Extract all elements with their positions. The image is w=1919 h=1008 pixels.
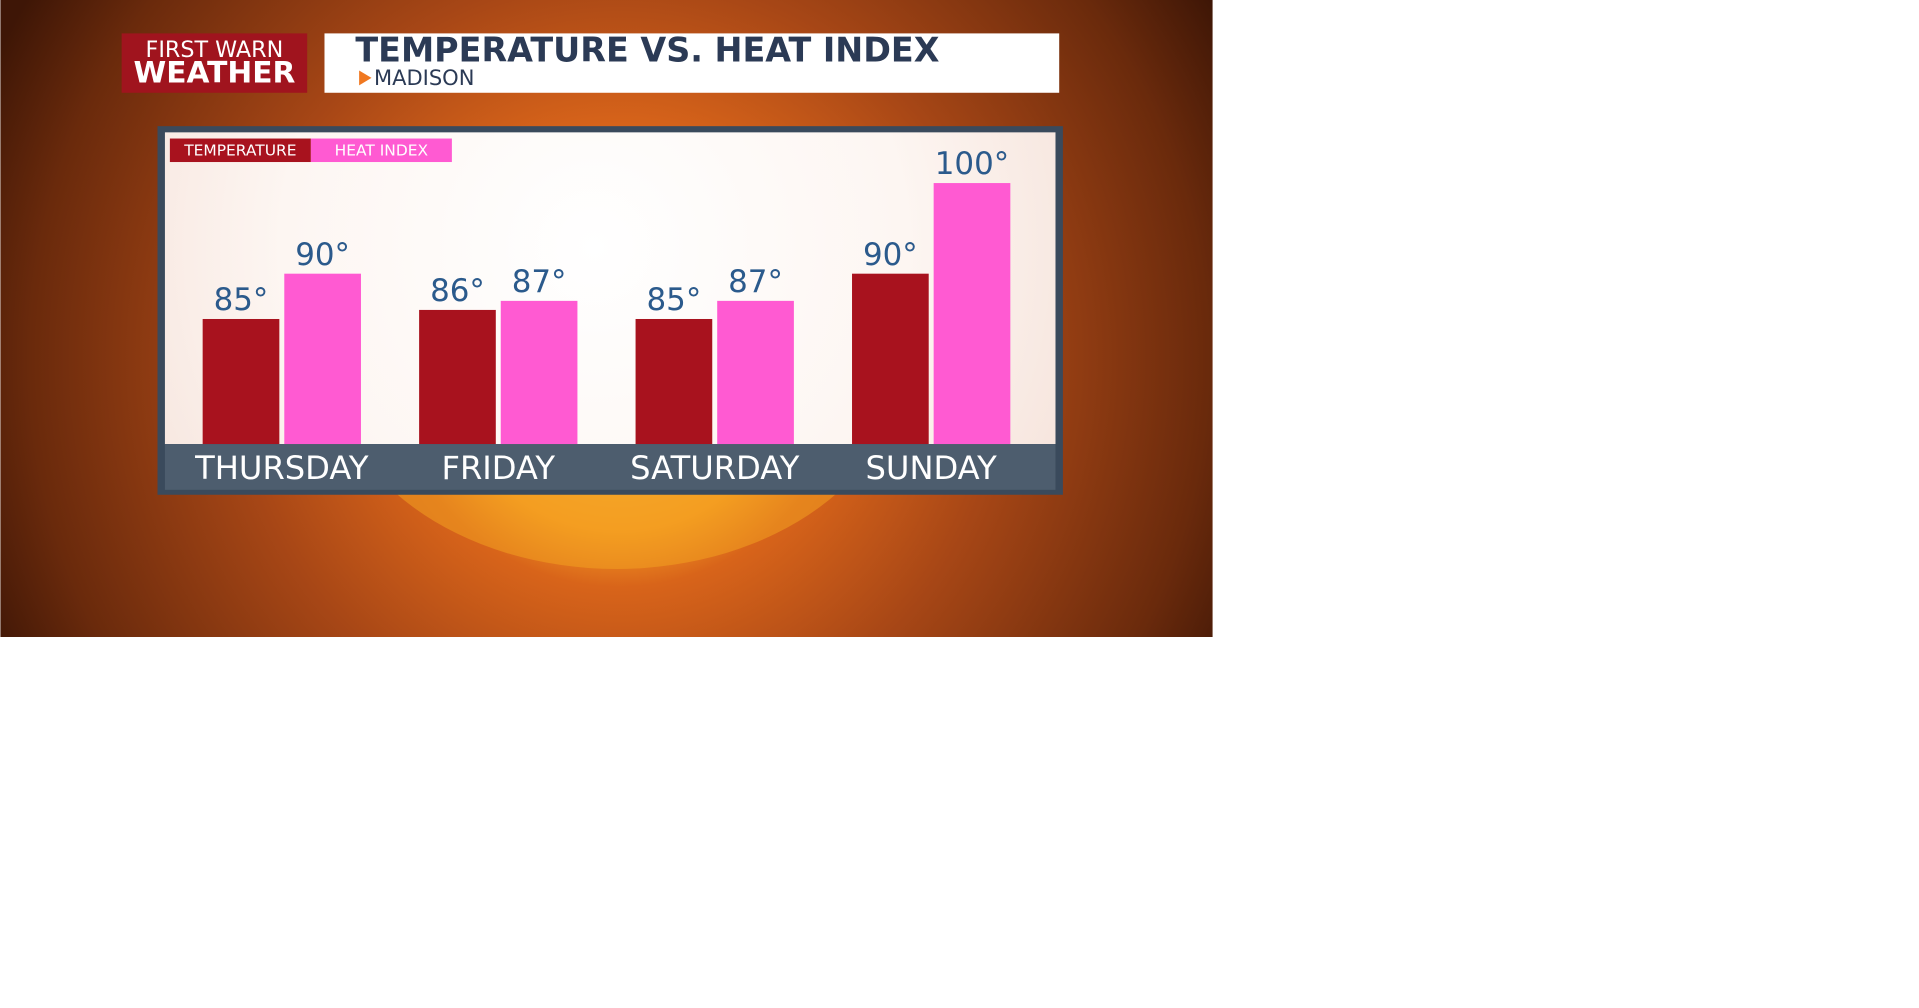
title-bar [324, 33, 1060, 93]
value-label: 85° [214, 282, 269, 318]
logo [121, 33, 308, 93]
legend-swatch [310, 138, 452, 163]
value-label: 100° [935, 146, 1009, 182]
arrow-icon [359, 70, 372, 86]
legend-label: HEAT INDEX [335, 141, 429, 159]
weather-graphic: FIRST WARN WEATHER TEMPERATURE VS. HEAT … [0, 0, 1213, 637]
bar [933, 183, 1011, 445]
value-label: 86° [430, 273, 485, 309]
chart-subtitle: MADISON [374, 65, 475, 90]
value-label: 90° [295, 237, 350, 273]
bar [635, 318, 713, 445]
x-tick-label: THURSDAY [194, 449, 369, 487]
bar [852, 273, 929, 445]
x-tick-label: SUNDAY [866, 449, 998, 487]
bar [500, 300, 578, 445]
category-bar [164, 444, 1056, 490]
x-tick-label: FRIDAY [441, 449, 555, 487]
bar [284, 273, 361, 445]
logo-line: WEATHER [133, 55, 295, 90]
value-label: 87° [512, 264, 567, 300]
bar [717, 300, 794, 445]
value-label: 87° [728, 264, 783, 300]
bar [419, 309, 496, 445]
value-label: 85° [647, 282, 702, 318]
x-tick-label: SATURDAY [630, 449, 800, 487]
legend-label: TEMPERATURE [183, 141, 296, 159]
chart-title: TEMPERATURE VS. HEAT INDEX [355, 30, 939, 69]
bar [202, 318, 280, 445]
value-label: 90° [863, 237, 918, 273]
logo-line: FIRST WARN [146, 37, 284, 63]
legend-swatch [169, 138, 311, 163]
